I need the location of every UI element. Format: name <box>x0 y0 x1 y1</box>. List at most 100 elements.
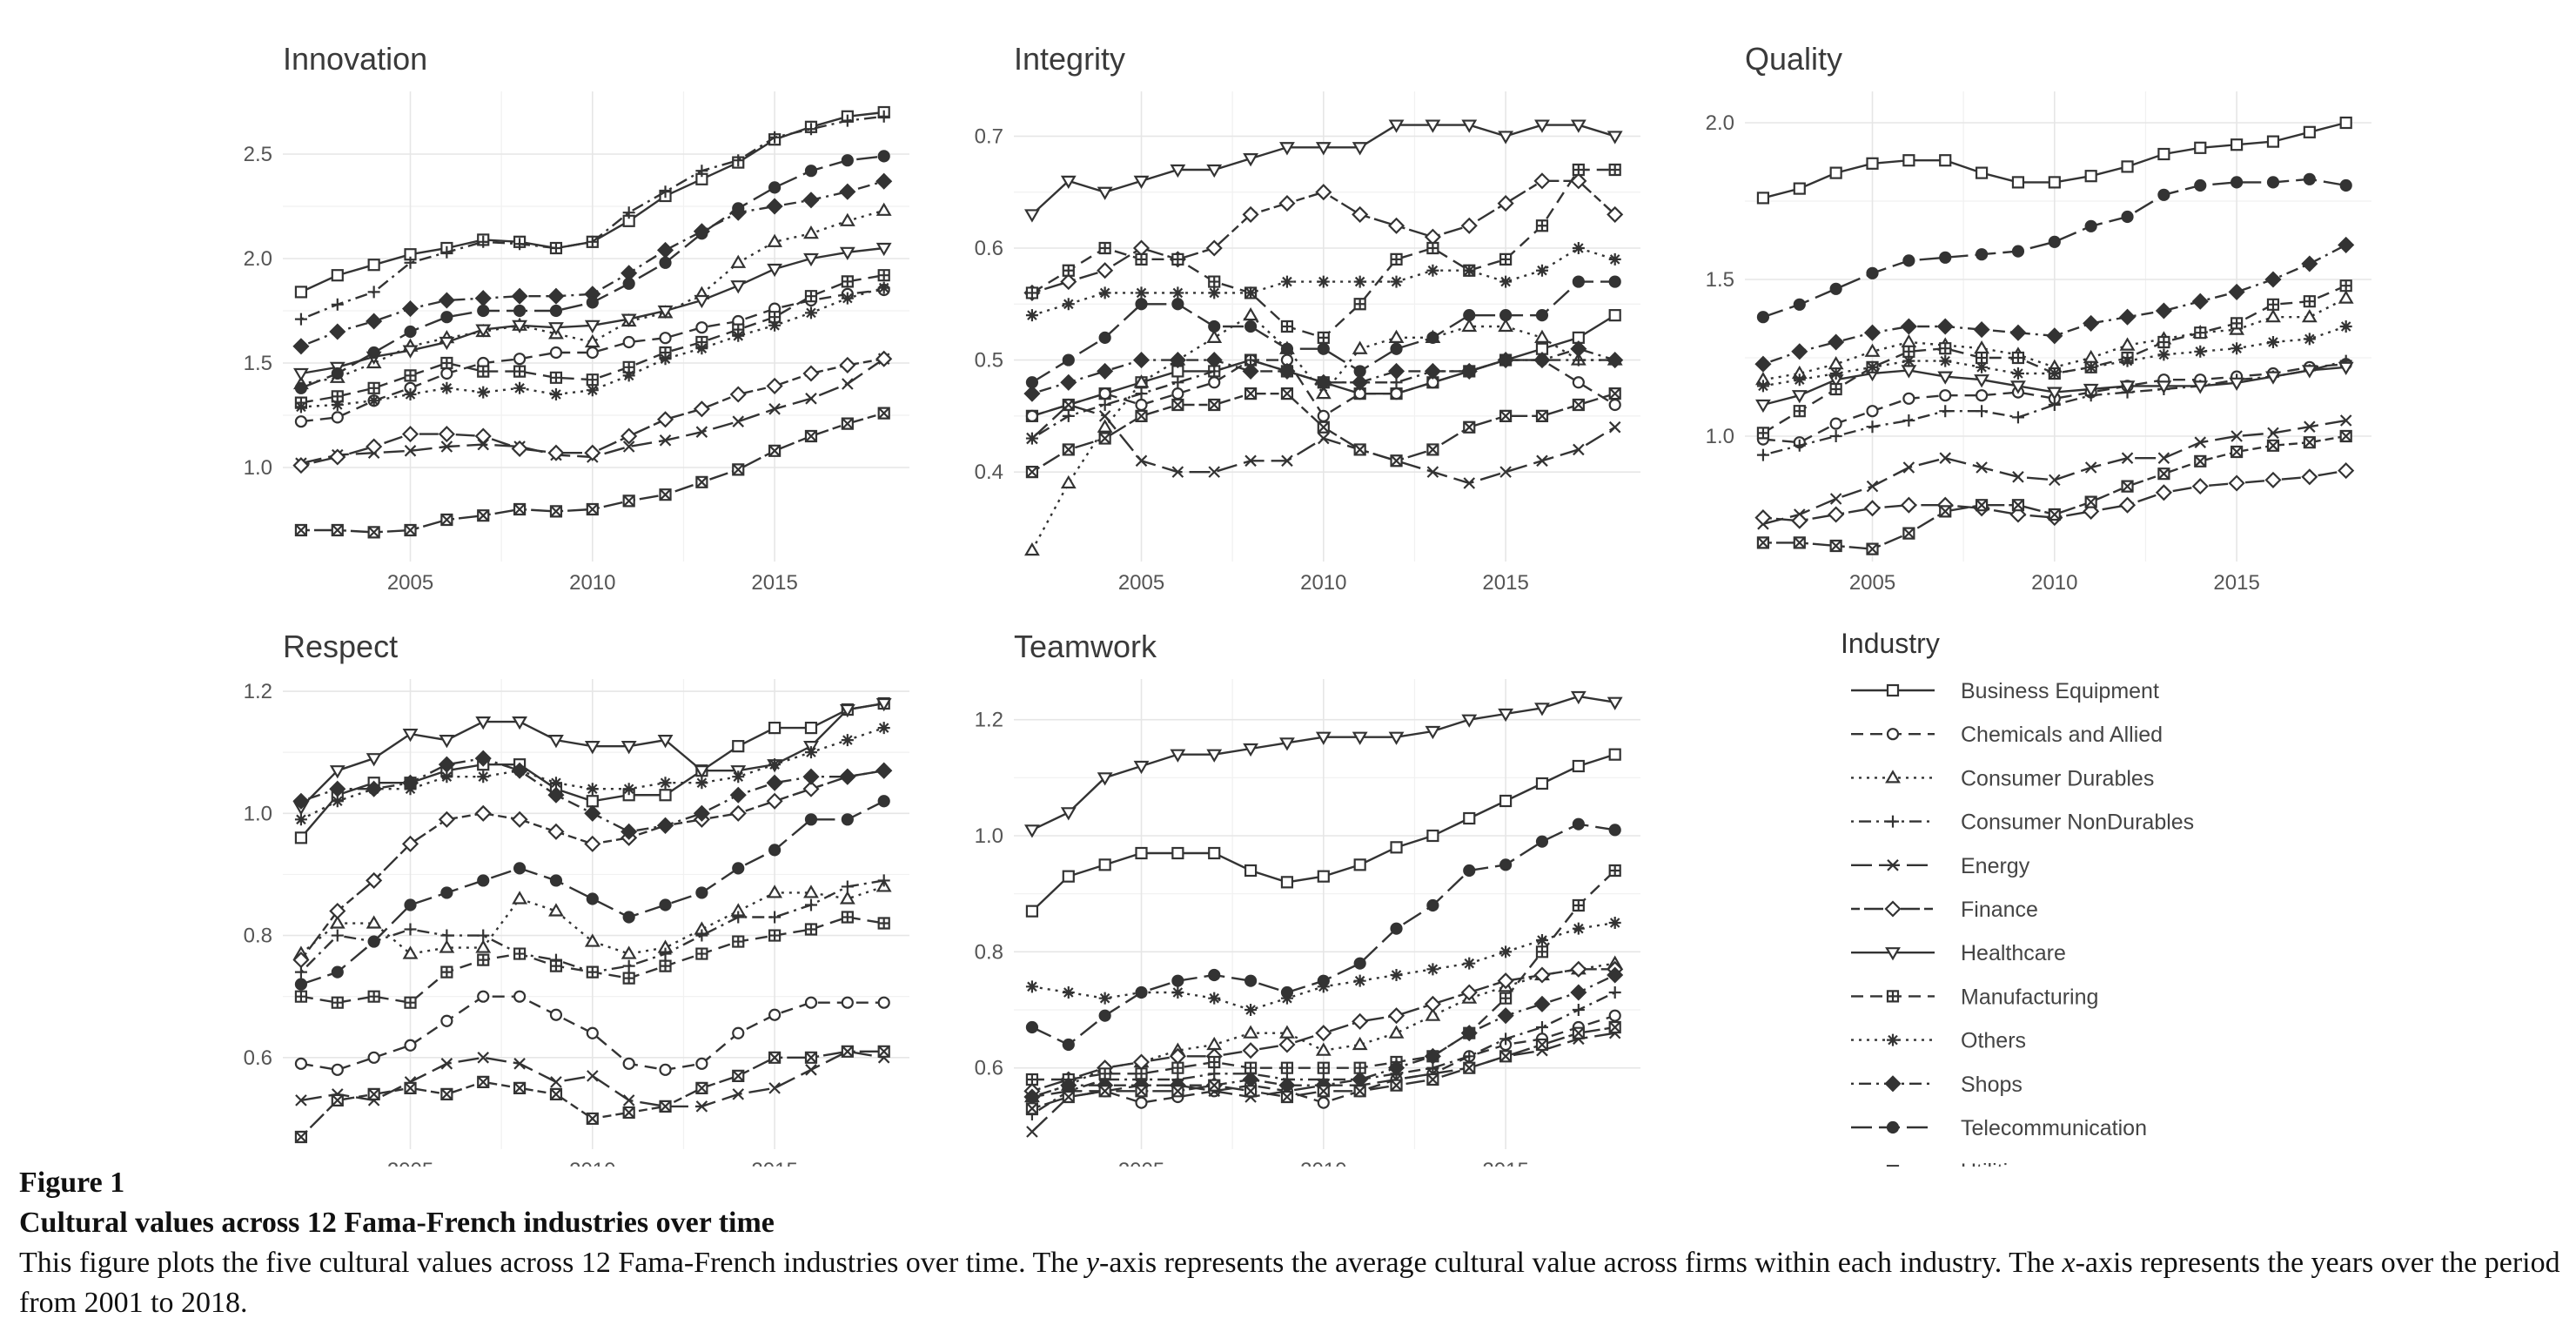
data-point <box>1098 432 1111 445</box>
data-point <box>1025 409 1039 422</box>
data-point <box>1352 205 1369 223</box>
data-point <box>1205 352 1223 369</box>
data-point <box>1497 972 1514 990</box>
data-point <box>440 441 453 453</box>
data-point <box>475 939 492 953</box>
data-point <box>549 505 563 518</box>
data-point <box>1280 1061 1294 1074</box>
data-point <box>1499 252 1513 266</box>
data-point <box>1793 182 1806 195</box>
data-point <box>2011 367 2024 380</box>
data-point <box>1208 275 1221 288</box>
data-point <box>294 400 307 414</box>
data-point <box>1902 461 1915 474</box>
data-point <box>401 426 419 443</box>
data-point <box>440 1014 453 1027</box>
data-point <box>1279 737 1295 751</box>
data-point <box>549 371 563 384</box>
data-point <box>513 1081 527 1094</box>
data-point <box>1390 969 1403 981</box>
data-point <box>584 319 600 333</box>
data-point <box>1097 186 1113 200</box>
data-point <box>841 417 854 430</box>
data-point <box>1353 443 1366 456</box>
data-point <box>1461 119 1478 133</box>
data-point <box>477 874 490 887</box>
data-point <box>2231 176 2244 189</box>
data-point <box>1315 1042 1332 1056</box>
data-point <box>1390 841 1403 854</box>
data-point <box>440 356 453 370</box>
data-point <box>1863 324 1882 341</box>
data-point <box>2121 452 2134 464</box>
data-point <box>549 304 563 318</box>
y-tick-label: 1.0 <box>244 802 272 825</box>
figure-description: This figure plots the five cultural valu… <box>19 1243 2560 1323</box>
data-point <box>474 804 492 822</box>
data-point <box>295 1094 307 1106</box>
data-point <box>2264 271 2282 288</box>
data-point <box>1533 172 1551 190</box>
data-point <box>804 306 817 319</box>
data-point <box>729 786 747 804</box>
data-point <box>877 996 890 1009</box>
data-point <box>695 342 708 355</box>
data-point <box>1460 217 1478 234</box>
data-point <box>2194 345 2207 358</box>
data-point <box>1756 192 1770 205</box>
data-point <box>1208 466 1221 478</box>
data-point <box>1498 131 1514 145</box>
data-point <box>1426 331 1439 344</box>
data-point <box>839 891 855 905</box>
data-point <box>1353 1085 1366 1098</box>
data-point <box>804 746 817 759</box>
data-point <box>2338 236 2355 253</box>
data-point <box>586 965 599 979</box>
series-line-telecommunication <box>1762 178 2346 319</box>
data-point <box>1390 922 1403 935</box>
data-point <box>2118 308 2137 326</box>
data-point <box>550 1076 562 1088</box>
data-point <box>475 324 492 338</box>
data-point <box>1169 352 1186 369</box>
series-line-utilities <box>1762 434 2346 550</box>
data-point <box>1133 175 1150 190</box>
data-point <box>2049 474 2061 487</box>
data-point <box>1208 286 1221 299</box>
data-point <box>1135 387 1148 400</box>
data-point <box>331 1063 344 1076</box>
data-point <box>440 1087 453 1100</box>
data-point <box>1902 154 1915 167</box>
data-point <box>292 457 310 474</box>
data-point <box>768 444 782 457</box>
data-point <box>1280 985 1294 999</box>
data-point <box>659 789 672 802</box>
data-point <box>1936 318 1954 335</box>
legend-label: Chemicals and Allied <box>1961 723 2163 747</box>
data-point <box>622 494 635 508</box>
data-point <box>732 329 745 342</box>
data-point <box>1387 362 1405 380</box>
data-point <box>2301 468 2318 486</box>
data-point <box>622 277 635 290</box>
data-point <box>1206 164 1223 178</box>
figure-title: Cultural values across 12 Fama-French in… <box>19 1207 775 1239</box>
data-point <box>512 319 528 333</box>
series-consumer-nondurables <box>294 110 890 326</box>
data-point <box>2012 471 2024 483</box>
data-point <box>768 1008 782 1021</box>
data-point <box>1315 142 1332 156</box>
data-point <box>402 945 419 959</box>
data-point <box>1135 286 1148 299</box>
data-point <box>1097 262 1114 279</box>
data-point <box>1902 392 1915 405</box>
data-point <box>2339 429 2352 443</box>
data-point <box>367 526 380 539</box>
data-point <box>659 353 672 366</box>
panel-title-respect: Respect <box>283 629 398 664</box>
data-point <box>586 346 599 360</box>
data-point <box>1242 1042 1259 1059</box>
legend-label: Shops <box>1961 1073 2023 1097</box>
data-point <box>621 741 637 755</box>
data-point <box>1171 286 1184 299</box>
